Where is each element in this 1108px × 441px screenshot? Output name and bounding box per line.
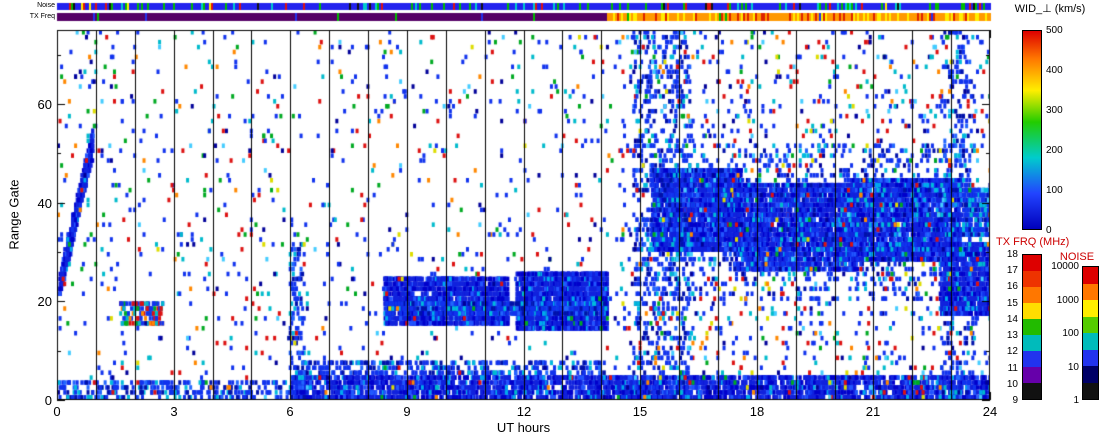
x-tick-label: 15	[632, 404, 648, 419]
txfrq-colorbar-tick: 9	[1012, 395, 1018, 406]
txfrq-colorbar-tick: 18	[1006, 249, 1018, 260]
y-tick-label: 60	[37, 97, 52, 112]
txfreq-strip-label: TX Freq	[29, 13, 55, 20]
txfrq-colorbar-tick: 13	[1006, 330, 1018, 341]
noise-colorbar-tick: 1000	[1056, 295, 1079, 306]
y-tick-label: 40	[37, 196, 52, 211]
wid-colorbar	[1022, 30, 1042, 230]
noise-strip-label: Noise	[37, 2, 55, 9]
wid-colorbar-tick: 300	[1046, 105, 1063, 116]
wid-colorbar-title: WID_⊥ (km/s)	[1014, 3, 1086, 15]
txfrq-colorbar-tick: 16	[1006, 281, 1018, 292]
noise-colorbar	[1082, 266, 1099, 400]
x-tick-label: 18	[749, 404, 765, 419]
wid-colorbar-tick: 500	[1046, 25, 1063, 36]
wid-colorbar-tick: 0	[1046, 225, 1052, 236]
txfrq-colorbar-tick: 15	[1006, 298, 1018, 309]
txfrq-colorbar-tick: 14	[1006, 314, 1018, 325]
x-tick-label: 24	[982, 404, 998, 419]
noise-colorbar-tick: 100	[1062, 328, 1079, 339]
x-tick-label: 0	[53, 404, 61, 419]
y-axis-label: Range Gate	[6, 179, 22, 250]
noise-colorbar-title: NOISE	[1059, 251, 1095, 263]
txfrq-colorbar	[1022, 254, 1042, 400]
y-tick-label: 20	[37, 294, 52, 309]
txfrq-colorbar-tick: 12	[1006, 346, 1018, 357]
wid-colorbar-tick: 100	[1046, 185, 1063, 196]
x-tick-label: 12	[516, 404, 532, 419]
x-tick-label: 9	[403, 404, 411, 419]
noise-colorbar-tick: 1	[1073, 395, 1079, 406]
x-axis-label: UT hours	[496, 420, 551, 435]
txfrq-colorbar-tick: 17	[1006, 265, 1018, 276]
wid-colorbar-tick: 200	[1046, 145, 1063, 156]
txfrq-colorbar-tick: 11	[1007, 363, 1018, 374]
noise-colorbar-tick: 10	[1067, 362, 1079, 373]
txfrq-colorbar-title: TX FRQ (MHz)	[996, 236, 1070, 248]
x-tick-label: 6	[286, 404, 294, 419]
x-tick-label: 21	[865, 404, 881, 419]
txfrq-colorbar-tick: 10	[1006, 379, 1018, 390]
y-tick-label: 0	[44, 393, 52, 408]
wid-colorbar-tick: 400	[1046, 65, 1063, 76]
noise-colorbar-tick: 10000	[1051, 261, 1079, 272]
x-tick-label: 3	[170, 404, 178, 419]
